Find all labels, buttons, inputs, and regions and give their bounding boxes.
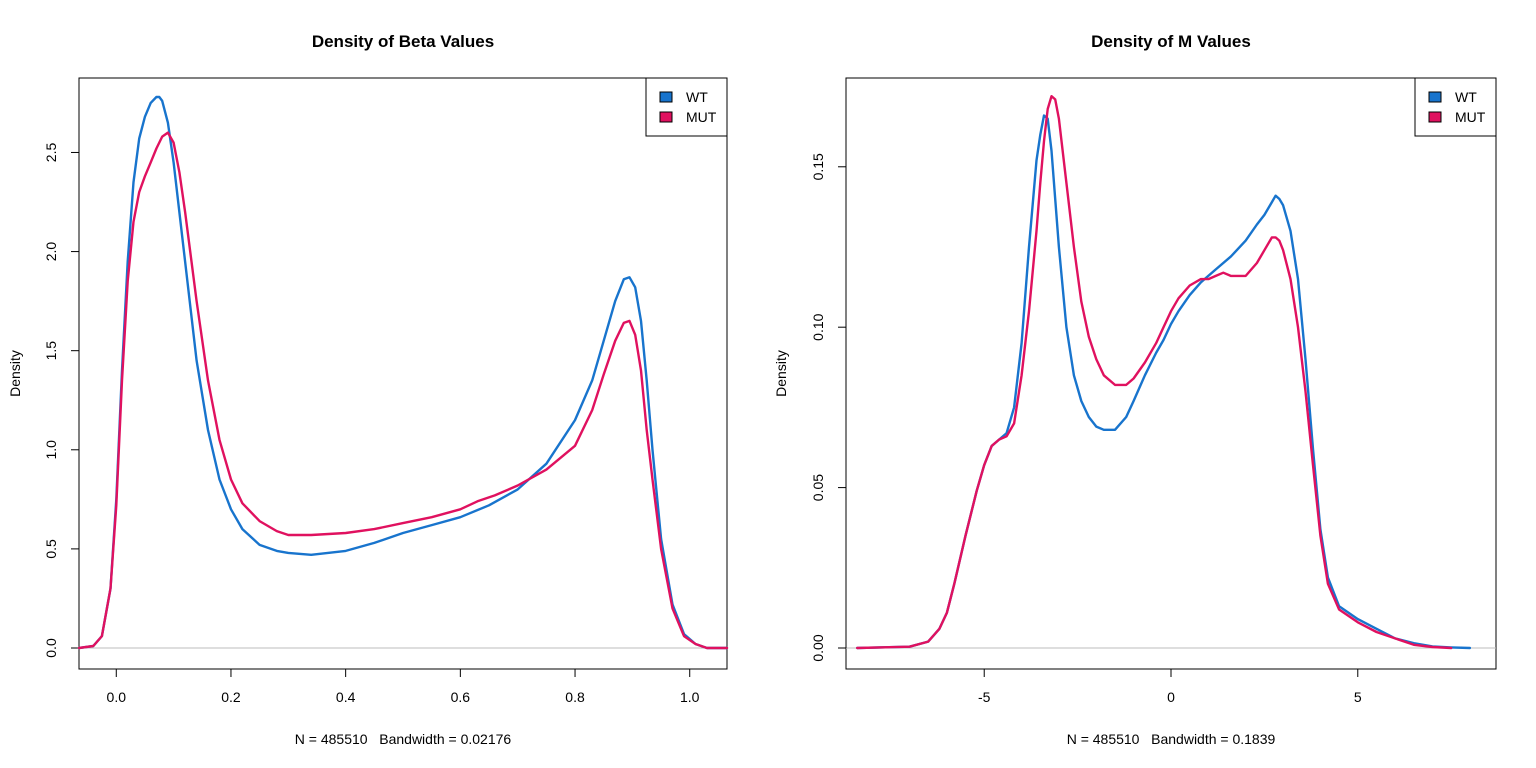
x-tick-label: 0.6 [451, 689, 471, 705]
y-tick-label: 1.5 [43, 341, 59, 361]
x-tick-label: 0 [1167, 689, 1175, 705]
y-tick-label: 0.10 [810, 313, 826, 340]
y-tick-label: 0.5 [43, 539, 59, 559]
x-tick-label: 0.0 [107, 689, 127, 705]
y-axis-label: Density [773, 350, 789, 397]
y-tick-label: 2.5 [43, 143, 59, 163]
legend-swatch-mut [1429, 112, 1441, 122]
x-axis-label: N = 485510 Bandwidth = 0.1839 [1067, 731, 1276, 747]
x-tick-label: -5 [978, 689, 991, 705]
legend-swatch-wt [660, 92, 672, 102]
x-axis-label: N = 485510 Bandwidth = 0.02176 [295, 731, 512, 747]
legend-box [1415, 78, 1496, 136]
legend-label-mut: MUT [686, 109, 717, 125]
legend-swatch-mut [660, 112, 672, 122]
legend-label-wt: WT [686, 89, 708, 105]
legend-label-mut: MUT [1455, 109, 1486, 125]
y-tick-label: 0.05 [810, 474, 826, 501]
y-tick-label: 0.00 [810, 634, 826, 661]
chart-title: Density of M Values [1091, 32, 1251, 51]
x-tick-label: 0.2 [221, 689, 241, 705]
y-tick-label: 0.0 [43, 638, 59, 658]
y-tick-label: 1.0 [43, 440, 59, 460]
legend-swatch-wt [1429, 92, 1441, 102]
y-tick-label: 2.0 [43, 242, 59, 262]
legend-box [646, 78, 727, 136]
y-tick-label: 0.15 [810, 153, 826, 180]
legend-label-wt: WT [1455, 89, 1477, 105]
x-tick-label: 1.0 [680, 689, 700, 705]
x-tick-label: 5 [1354, 689, 1362, 705]
legend: WT MUT [646, 78, 727, 136]
legend: WT MUT [1415, 78, 1496, 136]
chart-title: Density of Beta Values [312, 32, 494, 51]
x-tick-label: 0.4 [336, 689, 356, 705]
x-tick-label: 0.8 [565, 689, 585, 705]
y-axis-label: Density [7, 350, 23, 397]
